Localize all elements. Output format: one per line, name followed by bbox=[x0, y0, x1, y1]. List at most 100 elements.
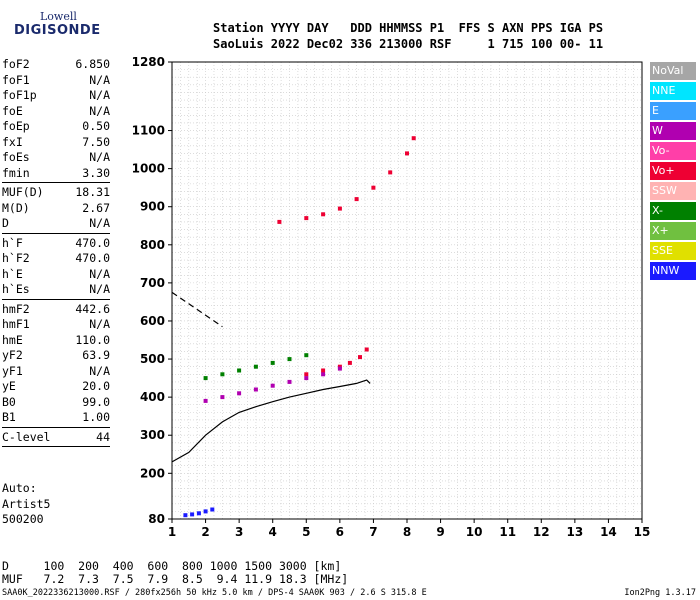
param-row: hmE 110.0 bbox=[2, 333, 110, 349]
param-value: 18.31 bbox=[75, 185, 110, 199]
echo-point bbox=[358, 355, 362, 360]
param-value: 110.0 bbox=[75, 332, 110, 347]
param-name: foF2 bbox=[2, 57, 30, 71]
lowell-digisonde-logo: Lowell DIGISONDE bbox=[2, 6, 112, 46]
echo-point bbox=[337, 206, 342, 211]
param-separator bbox=[2, 182, 110, 184]
legend-item-vo-: Vo- bbox=[650, 142, 696, 160]
echo-point bbox=[304, 376, 309, 381]
x-tick-label: 7 bbox=[369, 525, 377, 539]
param-name: hmF2 bbox=[2, 301, 30, 316]
param-row: B1 1.00 bbox=[2, 410, 110, 426]
param-name: foF1p bbox=[2, 88, 37, 102]
echo-point bbox=[210, 507, 215, 512]
echo-point bbox=[196, 511, 201, 516]
param-name: yF1 bbox=[2, 363, 23, 378]
param-name: B0 bbox=[2, 394, 16, 409]
echo-point bbox=[277, 219, 282, 224]
param-row: foE N/A bbox=[2, 104, 110, 120]
muf-table: D 100 200 400 600 800 1000 1500 3000 [km… bbox=[2, 560, 348, 586]
parameter-panel: foF2 6.850 foF1 N/A foF1p N/A foE N/A foEp 0.50 fx… bbox=[2, 57, 110, 449]
x-tick-label: 8 bbox=[403, 525, 411, 539]
legend-item-x-: X+ bbox=[650, 222, 696, 240]
param-value: N/A bbox=[89, 150, 110, 164]
param-value: N/A bbox=[89, 72, 110, 87]
y-tick-label: 900 bbox=[140, 200, 165, 214]
param-name: h`F bbox=[2, 235, 23, 250]
legend-item-nnw: NNW bbox=[650, 262, 696, 280]
param-name: foEs bbox=[2, 150, 30, 164]
echo-point bbox=[364, 347, 369, 352]
echo-point bbox=[220, 395, 225, 400]
y-tick-label: 80 bbox=[148, 512, 165, 526]
footer-version: Ion2Png 1.3.17 bbox=[624, 588, 696, 598]
header-line-1: Station YYYY DAY DDD HHMMSS P1 FFS S AXN… bbox=[213, 21, 604, 35]
auto-line-2: Artist5 bbox=[2, 496, 51, 511]
param-value: N/A bbox=[89, 88, 110, 102]
param-value: N/A bbox=[89, 317, 110, 331]
param-value: N/A bbox=[89, 103, 110, 118]
echo-point bbox=[354, 197, 359, 202]
param-row: h`E N/A bbox=[2, 267, 110, 283]
x-tick-label: 5 bbox=[302, 525, 310, 539]
x-tick-label: 4 bbox=[269, 525, 277, 539]
param-name: hmF1 bbox=[2, 317, 30, 331]
footer-file-info: SAA0K_2022336213000.RSF / 280fx256h 50 k… bbox=[2, 588, 427, 598]
electron-density-profile bbox=[171, 379, 371, 463]
param-name: hmE bbox=[2, 332, 23, 347]
echo-point bbox=[405, 151, 409, 156]
param-name: foEp bbox=[2, 119, 30, 133]
x-tick-label: 14 bbox=[600, 525, 617, 539]
y-tick-label: 1100 bbox=[132, 124, 165, 138]
x-tick-label: 10 bbox=[466, 525, 483, 539]
param-row: yF2 63.9 bbox=[2, 348, 110, 364]
station-header: Station YYYY DAY DDD HHMMSS P1 FFS S AXN… bbox=[213, 20, 603, 52]
legend-item-nne: NNE bbox=[650, 82, 696, 100]
param-value: 63.9 bbox=[82, 348, 110, 362]
param-row: hmF2 442.6 bbox=[2, 302, 110, 318]
param-row: foEp 0.50 bbox=[2, 119, 110, 135]
param-separator bbox=[2, 446, 110, 448]
echo-point bbox=[270, 360, 275, 365]
echo-point bbox=[203, 376, 208, 381]
profile-extrapolation bbox=[171, 291, 223, 328]
param-row: h`Es N/A bbox=[2, 282, 110, 298]
echo-point bbox=[411, 136, 416, 141]
param-separator bbox=[2, 232, 110, 235]
y-tick-label: 400 bbox=[140, 390, 165, 404]
param-separator bbox=[2, 426, 110, 429]
param-row: MUF(D) 18.31 bbox=[2, 185, 110, 201]
param-row: foEs N/A bbox=[2, 150, 110, 166]
echo-point bbox=[220, 372, 225, 377]
y-tick-label: 300 bbox=[140, 428, 165, 442]
legend-item-w: W bbox=[650, 122, 696, 140]
auto-line-3: 500200 bbox=[2, 512, 44, 526]
autoscaling-info: Auto: Artist5 500200 bbox=[2, 481, 50, 528]
param-name: h`Es bbox=[2, 282, 30, 296]
param-row: h`F 470.0 bbox=[2, 236, 110, 252]
param-value: N/A bbox=[89, 282, 110, 296]
muf-distance-row: D 100 200 400 600 800 1000 1500 3000 [km… bbox=[2, 559, 342, 573]
param-value: 1.00 bbox=[82, 410, 110, 424]
param-row: h`F2 470.0 bbox=[2, 251, 110, 267]
echo-point bbox=[304, 372, 309, 377]
echo-point bbox=[203, 398, 208, 403]
param-value: 470.0 bbox=[75, 251, 110, 265]
x-tick-label: 15 bbox=[634, 525, 651, 539]
legend-item-ssw: SSW bbox=[650, 182, 696, 200]
param-name: fxI bbox=[2, 134, 23, 149]
param-value: 0.50 bbox=[82, 119, 110, 133]
param-row: B0 99.0 bbox=[2, 395, 110, 411]
param-row: C-level 44 bbox=[2, 430, 110, 446]
param-name: B1 bbox=[2, 410, 16, 424]
muf-value-row: MUF 7.2 7.3 7.5 7.9 8.5 9.4 11.9 18.3 [M… bbox=[2, 572, 349, 586]
param-name: D bbox=[2, 216, 9, 230]
param-value: 470.0 bbox=[75, 235, 110, 250]
param-name: M(D) bbox=[2, 200, 30, 215]
y-tick-label: 800 bbox=[140, 238, 165, 252]
x-tick-label: 9 bbox=[436, 525, 444, 539]
echo-point bbox=[237, 368, 242, 373]
echo-point bbox=[183, 513, 188, 518]
echo-point bbox=[287, 379, 292, 384]
